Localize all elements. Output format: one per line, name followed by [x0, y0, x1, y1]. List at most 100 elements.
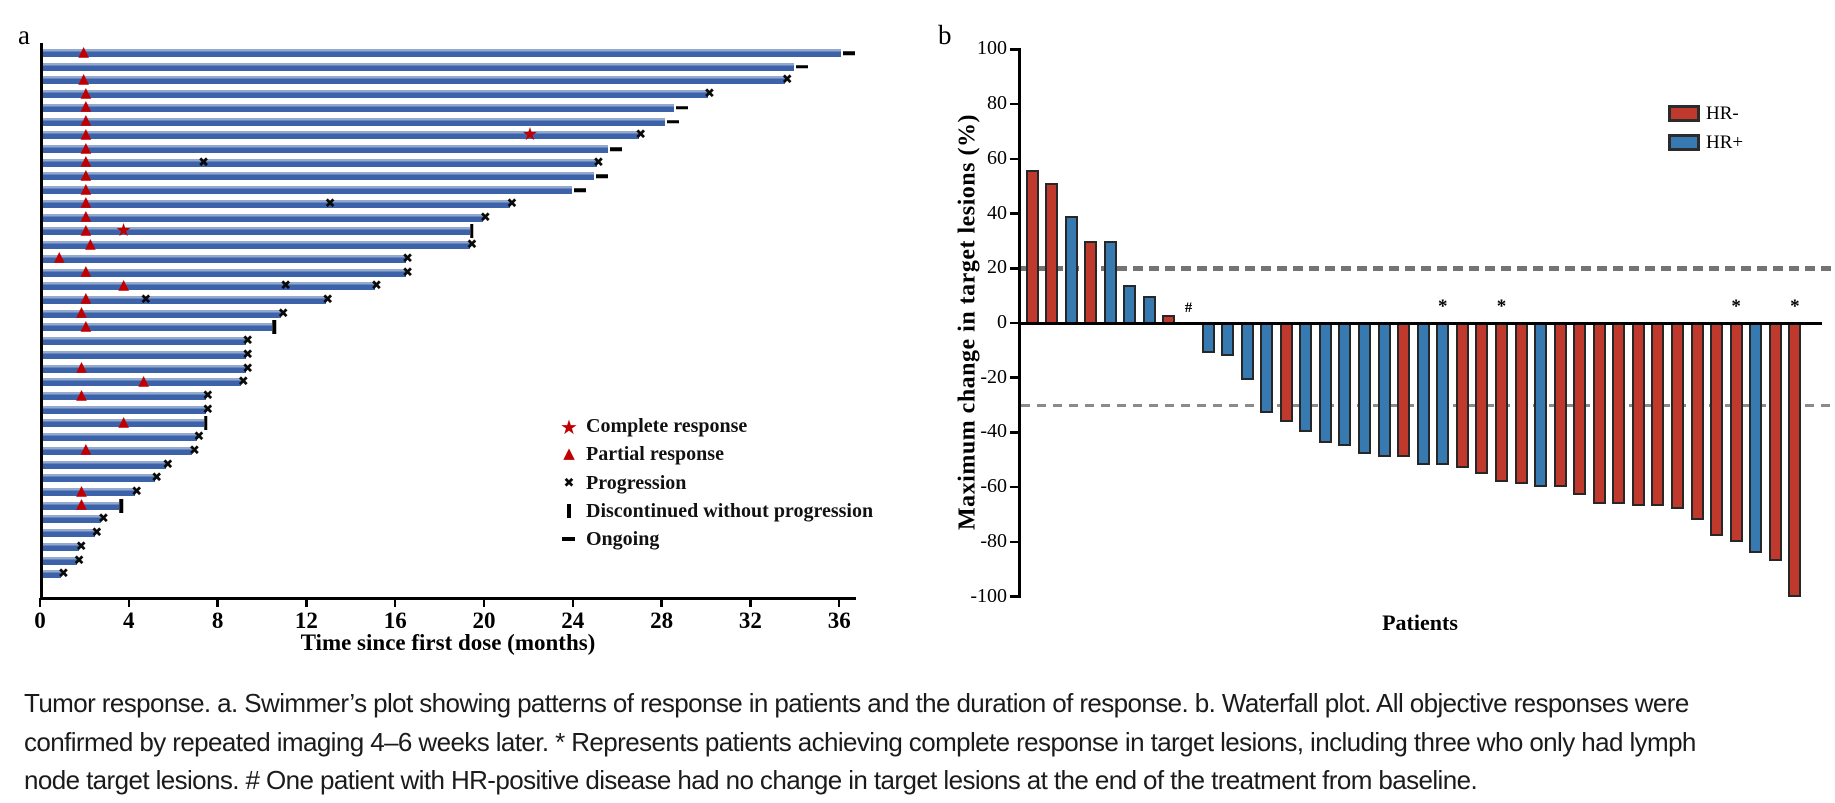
- swimmer-bar: [41, 433, 197, 442]
- legend-item-label: Complete response: [586, 415, 748, 437]
- partial-response-triangle-icon: ▲: [80, 221, 92, 238]
- swimmer-bar: [41, 199, 510, 208]
- discontinued-bar-icon: [272, 320, 277, 335]
- partial-response-triangle-icon: ▲: [80, 194, 92, 211]
- x-tick-label: 4: [123, 608, 135, 633]
- swimmer-bar: [41, 378, 242, 387]
- x-tick-label: 24: [561, 608, 585, 633]
- complete-response-asterisk: *: [1790, 296, 1800, 317]
- waterfall-bar: [1221, 322, 1235, 356]
- y-tick-mark: [1010, 321, 1019, 325]
- swimmer-bar: [41, 227, 470, 236]
- waterfall-plot-panel: b Maximum change in target lesions (%) #…: [900, 0, 1835, 665]
- progression-x-icon: ✖: [131, 484, 143, 500]
- progression-x-icon: ✖: [371, 278, 382, 294]
- partial-response-triangle-icon: ▲: [76, 496, 87, 513]
- x-tick-label: 20: [472, 608, 496, 633]
- partial-response-triangle-icon: ▲: [80, 263, 92, 280]
- swimmer-bar: [41, 103, 675, 112]
- waterfall-bar: [1084, 240, 1098, 324]
- complete-response-star-icon: ★: [521, 124, 538, 146]
- progression-x-icon: ✖: [781, 72, 793, 88]
- swimmer-bar: [41, 515, 102, 524]
- progression-x-icon: ✖: [402, 265, 414, 281]
- ongoing-dash-icon: [574, 188, 587, 192]
- waterfall-bar: [1279, 322, 1293, 422]
- swimmer-bar: [41, 295, 326, 304]
- ongoing-dash-icon: [667, 119, 680, 124]
- legend-item-label: HR+: [1706, 132, 1744, 153]
- waterfall-bar: [1064, 216, 1078, 324]
- x-tick-mark: [305, 598, 308, 607]
- swimmer-bar: [41, 268, 406, 277]
- swimmer-bar: [41, 460, 166, 469]
- x-tick-mark: [571, 598, 575, 607]
- partial-response-triangle-icon: ▲: [80, 208, 92, 225]
- hr-positive-legend-swatch: [1668, 134, 1700, 151]
- discontinued-bar-icon: [203, 416, 208, 431]
- progression-x-icon: ✖: [237, 374, 249, 390]
- x-tick-mark: [837, 598, 841, 607]
- y-tick-label: -40: [980, 420, 1007, 443]
- waterfall-bar: [1788, 322, 1802, 597]
- progression-x-icon: ✖: [189, 443, 200, 459]
- waterfall-zero-axis-line: [1018, 321, 1822, 325]
- swimmer-x-axis-title: Time since first dose (months): [300, 630, 596, 655]
- waterfall-bar: [1553, 322, 1567, 488]
- x-tick-label: 8: [211, 608, 224, 633]
- progression-x-icon: ✖: [91, 525, 103, 541]
- y-tick-mark: [1010, 212, 1019, 215]
- waterfall-bar: [1103, 240, 1117, 324]
- ongoing-dash-icon: [562, 537, 575, 542]
- partial-response-triangle-icon: ▲: [84, 235, 96, 252]
- waterfall-x-axis-title: Patients: [1382, 610, 1458, 635]
- x-tick-label: 12: [294, 608, 318, 633]
- caption-line-1: Tumor response. a. Swimmer’s plot showin…: [24, 688, 1689, 718]
- y-tick-mark: [1010, 48, 1019, 51]
- y-tick-mark: [1010, 267, 1019, 270]
- waterfall-bar: [1045, 183, 1059, 324]
- y-tick-mark: [1010, 540, 1019, 544]
- dash-legend-icon: [556, 528, 582, 552]
- y-tick-label: 60: [987, 146, 1007, 169]
- legend-item-label: HR-: [1706, 103, 1739, 124]
- swimmer-bar: [41, 172, 595, 181]
- progression-x-icon: ✖: [242, 333, 254, 349]
- swimmer-bar: [41, 556, 78, 565]
- swimmer-bar: [41, 446, 193, 455]
- partial-response-triangle-icon: ▲: [76, 359, 87, 376]
- waterfall-bar: [1690, 322, 1704, 521]
- partial-response-triangle-icon: ▲: [80, 112, 92, 129]
- swimmer-bar: [41, 49, 841, 57]
- dashed-threshold-plus20-line: [1021, 265, 1833, 271]
- partial-response-triangle-icon: ▲: [76, 386, 87, 403]
- progression-x-icon: ✖: [202, 388, 214, 404]
- x-tick-mark: [393, 598, 397, 607]
- swimmer-bar: [41, 474, 155, 483]
- waterfall-bar: [1455, 322, 1469, 469]
- no-change-hash: #: [1184, 300, 1193, 316]
- legend-item-label: Partial response: [586, 443, 724, 466]
- waterfall-bar: [1749, 322, 1763, 553]
- x-legend-icon: ✖: [563, 475, 575, 491]
- waterfall-bar: [1514, 322, 1528, 485]
- swimmer-bar: [41, 241, 470, 250]
- x-tick-label: 28: [650, 608, 674, 633]
- waterfall-bar: [1416, 322, 1430, 466]
- legend-item: ▲ Partial response: [556, 443, 856, 467]
- waterfall-bar: [1710, 322, 1724, 537]
- progression-x-icon: ✖: [704, 86, 715, 102]
- figure-caption: Tumor response. a. Swimmer’s plot showin…: [24, 684, 1824, 800]
- y-tick-mark: [1010, 431, 1019, 434]
- y-tick-label: -20: [980, 365, 1007, 388]
- complete-response-asterisk: *: [1731, 296, 1741, 317]
- swimmer-bar: [41, 392, 206, 400]
- x-tick-mark: [749, 598, 752, 607]
- waterfall-bar: [1631, 322, 1645, 507]
- progression-x-icon: ✖: [635, 127, 647, 143]
- partial-response-triangle-icon: ▲: [80, 153, 92, 170]
- swimmer-bar: [41, 405, 206, 414]
- y-tick-mark: [1010, 595, 1019, 598]
- x-tick-mark: [482, 598, 486, 607]
